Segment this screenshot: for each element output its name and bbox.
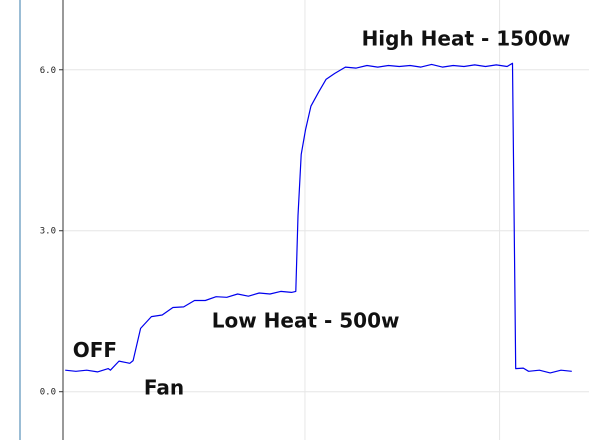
annotation-label: High Heat - 1500w — [362, 27, 571, 51]
y-ticks: 0.0 3.0 6.0 — [40, 66, 63, 398]
y-tick-label: 3.0 — [40, 227, 56, 237]
annotations: OFF Fan Low Heat - 500w High Heat - 1500w — [73, 27, 571, 400]
grid — [63, 0, 589, 440]
y-tick-label: 6.0 — [40, 66, 56, 76]
y-tick-label: 0.0 — [40, 388, 56, 398]
annotation-label: Fan — [144, 375, 184, 399]
series-line — [65, 62, 572, 374]
annotation-label: Low Heat - 500w — [212, 308, 400, 332]
annotation-label: OFF — [73, 338, 117, 362]
